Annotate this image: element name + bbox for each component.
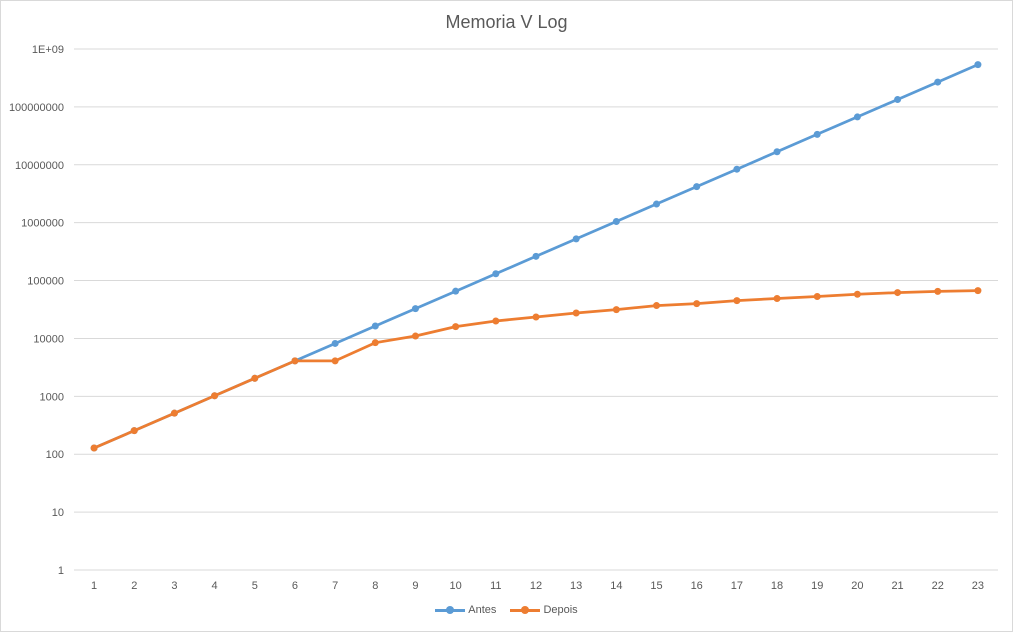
data-point	[371, 322, 379, 330]
legend-item: Depois	[510, 604, 578, 616]
data-point	[251, 374, 259, 382]
y-tick-label: 10	[52, 507, 64, 519]
y-tick-label: 1	[58, 565, 64, 577]
data-point	[733, 297, 741, 305]
data-point	[813, 130, 821, 138]
data-point	[411, 332, 419, 340]
y-tick-label: 1000	[40, 391, 64, 403]
data-point	[773, 148, 781, 156]
data-point	[532, 313, 540, 321]
data-point	[211, 392, 219, 400]
data-point	[572, 235, 580, 243]
x-tick-label: 19	[811, 580, 823, 592]
data-point	[733, 165, 741, 173]
data-point	[934, 78, 942, 86]
data-point	[452, 323, 460, 331]
x-tick-label: 15	[650, 580, 662, 592]
x-tick-label: 12	[530, 580, 542, 592]
legend-item: Antes	[435, 604, 496, 616]
legend: Antes Depois	[0, 604, 1013, 616]
x-tick-label: 14	[610, 580, 622, 592]
x-tick-label: 20	[851, 580, 863, 592]
data-point	[291, 357, 299, 365]
data-point	[130, 427, 138, 435]
y-tick-label: 100000000	[9, 102, 64, 114]
data-point	[452, 287, 460, 295]
y-tick-label: 1E+09	[32, 44, 64, 56]
data-point	[532, 252, 540, 260]
x-tick-label: 3	[171, 580, 177, 592]
data-point	[90, 444, 98, 452]
x-tick-label: 9	[412, 580, 418, 592]
data-point	[934, 287, 942, 295]
x-tick-label: 2	[131, 580, 137, 592]
y-tick-label: 1000000	[21, 218, 64, 230]
y-tick-label: 10000	[33, 333, 64, 345]
data-point	[974, 287, 982, 295]
x-tick-label: 13	[570, 580, 582, 592]
x-tick-label: 8	[372, 580, 378, 592]
data-point	[170, 409, 178, 417]
x-tick-label: 18	[771, 580, 783, 592]
data-point	[612, 217, 620, 225]
x-tick-label: 21	[891, 580, 903, 592]
legend-marker-icon	[510, 605, 541, 615]
data-point	[653, 302, 661, 310]
chart-title: Memoria V Log	[445, 12, 568, 32]
data-point	[894, 95, 902, 103]
y-tick-label: 10000000	[15, 160, 64, 172]
data-point	[853, 290, 861, 298]
data-point	[894, 289, 902, 297]
legend-label: Depois	[543, 604, 578, 616]
x-tick-label: 17	[731, 580, 743, 592]
data-point	[853, 113, 861, 121]
data-point	[813, 293, 821, 301]
data-point	[693, 300, 701, 308]
legend-label: Antes	[468, 604, 497, 616]
data-point	[331, 357, 339, 365]
data-point	[492, 317, 500, 325]
data-point	[411, 305, 419, 313]
x-tick-label: 6	[292, 580, 298, 592]
x-tick-label: 7	[332, 580, 338, 592]
x-tick-label: 5	[252, 580, 258, 592]
x-tick-label: 22	[932, 580, 944, 592]
data-point	[331, 339, 339, 347]
gridlines	[74, 48, 998, 571]
x-tick-label: 16	[691, 580, 703, 592]
x-tick-label: 11	[490, 580, 501, 592]
data-point	[612, 306, 620, 314]
data-point	[371, 339, 379, 347]
y-axis-ticks: 1 10 100 1000 10000 100000 1000000 10000000 1000…	[9, 44, 64, 577]
data-point	[572, 309, 580, 317]
data-point	[653, 200, 661, 208]
series-layer	[90, 61, 982, 452]
data-point	[974, 61, 982, 69]
x-axis-ticks: 1 2 3 4 5 6 7 8 9 10 11 12 13 14 15 16 17 18 19 20 21 22 23	[91, 580, 984, 592]
x-tick-label: 4	[212, 580, 218, 592]
y-tick-label: 100	[46, 449, 64, 461]
x-tick-label: 10	[450, 580, 462, 592]
series-depois	[90, 287, 982, 452]
x-tick-label: 1	[91, 580, 97, 592]
x-tick-label: 23	[972, 580, 984, 592]
legend-marker-icon	[435, 605, 466, 615]
data-point	[693, 183, 701, 191]
data-point	[773, 294, 781, 302]
data-point	[492, 270, 500, 278]
y-tick-label: 100000	[27, 276, 64, 288]
